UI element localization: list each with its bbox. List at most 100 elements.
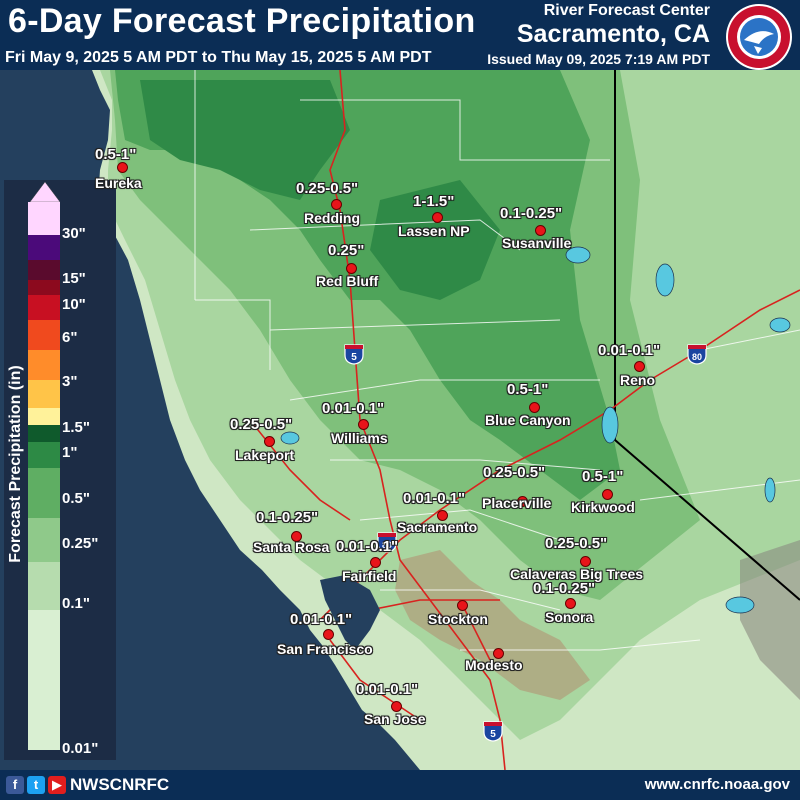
location-marker[interactable]: [264, 436, 275, 447]
shield-label: 80: [382, 540, 392, 550]
nws-logo-icon[interactable]: [724, 2, 794, 72]
legend-color-swatch: [28, 295, 60, 320]
amount-label: 0.25-0.5": [230, 416, 293, 433]
legend-tick: 0.25": [62, 535, 99, 552]
location-marker[interactable]: [634, 361, 645, 372]
city-label: Placerville: [482, 495, 552, 511]
legend-tick: 15": [62, 270, 86, 287]
interstate-shield-i5-north: 5: [344, 344, 364, 365]
city-label: Eureka: [95, 175, 142, 191]
sf-bay: [320, 575, 380, 650]
precip-zone-1: [140, 80, 350, 200]
shield-label: 5: [490, 729, 496, 740]
legend-tick: 0.01": [62, 740, 99, 757]
location-marker[interactable]: [535, 225, 546, 236]
county-lines: [194, 70, 800, 651]
location-marker[interactable]: [117, 162, 128, 173]
precipitation-map: [0, 70, 800, 770]
legend-color-swatch: [28, 562, 60, 610]
city-label: Santa Rosa: [253, 539, 330, 555]
location-marker[interactable]: [291, 531, 302, 542]
location-marker[interactable]: [391, 701, 402, 712]
location-marker[interactable]: [493, 648, 504, 659]
city-label: Williams: [331, 430, 388, 446]
youtube-icon[interactable]: ▶: [48, 776, 66, 794]
city-label: Sacramento: [397, 519, 478, 535]
interstate-shield-i5-south: 5: [483, 721, 503, 742]
shield-label: 80: [692, 352, 702, 362]
facebook-icon[interactable]: f: [6, 776, 24, 794]
city-label: San Jose: [364, 711, 426, 727]
legend-color-swatch: [28, 518, 60, 562]
city-label: Calaveras Big Trees: [510, 566, 644, 582]
city-label: Fairfield: [342, 568, 397, 584]
location-marker[interactable]: [580, 556, 591, 567]
legend-tick: 1.5": [62, 419, 90, 436]
legend-tick: 10": [62, 296, 86, 313]
twitter-icon[interactable]: t: [27, 776, 45, 794]
city-label: Susanville: [502, 235, 572, 251]
amount-label: 0.01-0.1": [290, 611, 353, 628]
city-label: Kirkwood: [571, 499, 635, 515]
legend-tick: 6": [62, 329, 78, 346]
location-marker[interactable]: [331, 199, 342, 210]
legend-color-swatch: [28, 280, 60, 295]
city-label: Sonora: [545, 609, 594, 625]
amount-label: 0.01-0.1": [356, 681, 419, 698]
legend-color-swatch: [28, 260, 60, 280]
location-marker[interactable]: [370, 557, 381, 568]
amount-label: 0.01-0.1": [336, 538, 399, 555]
amount-label: 0.1-0.25": [533, 580, 596, 597]
central-valley-terrain: [395, 550, 590, 700]
city-label: San Francisco: [277, 641, 373, 657]
location-marker[interactable]: [457, 600, 468, 611]
location-marker[interactable]: [517, 496, 528, 507]
forecast-period: Fri May 9, 2025 5 AM PDT to Thu May 15, …: [5, 49, 432, 66]
city-label: Lassen NP: [398, 223, 470, 239]
amount-label: 1-1.5": [413, 193, 455, 210]
location-marker[interactable]: [437, 510, 448, 521]
lakes: [280, 246, 791, 614]
location-marker[interactable]: [529, 402, 540, 413]
legend-color-swatch: [28, 610, 60, 750]
location-marker[interactable]: [346, 263, 357, 274]
amount-label: 0.01-0.1": [403, 490, 466, 507]
legend-tick: 0.1": [62, 595, 90, 612]
legend: Forecast Precipitation (in) 30" 15" 10" …: [4, 180, 116, 760]
location-marker[interactable]: [358, 419, 369, 430]
legend-color-swatch: [28, 380, 60, 408]
amount-label: 0.01-0.1": [322, 400, 385, 417]
footer-bar: f t ▶ NWSCNRFC www.cnrfc.noaa.gov: [0, 770, 800, 800]
legend-color-swatch: [28, 202, 60, 235]
city-label: Stockton: [428, 611, 488, 627]
shield-label: 5: [351, 352, 357, 363]
legend-color-swatch: [28, 235, 60, 260]
header-bar: 6-Day Forecast Precipitation Fri May 9, …: [0, 0, 800, 70]
social-handle[interactable]: NWSCNRFC: [70, 775, 170, 794]
location-marker[interactable]: [565, 598, 576, 609]
legend-tick: 3": [62, 373, 78, 390]
precip-zone-1-lassen: [370, 180, 500, 300]
location-marker[interactable]: [432, 212, 443, 223]
amount-label: 0.5-1": [582, 468, 624, 485]
legend-tick: 30": [62, 225, 86, 242]
city-label: Reno: [620, 372, 655, 388]
amount-label: 0.25-0.5": [483, 464, 546, 481]
legend-color-swatch: [28, 425, 60, 442]
location-marker[interactable]: [323, 629, 334, 640]
interstate-shield-i80-fairfield: 80: [377, 532, 397, 553]
nevada-terrain: [740, 540, 800, 700]
legend-color-swatch: [28, 320, 60, 350]
city-label: Modesto: [465, 657, 523, 673]
amount-label: 0.25": [328, 242, 365, 259]
city-label: Blue Canyon: [485, 412, 571, 428]
map-title: 6-Day Forecast Precipitation: [8, 2, 476, 40]
amount-label: 0.1-0.25": [500, 205, 563, 222]
location-marker[interactable]: [602, 489, 613, 500]
website-link[interactable]: www.cnrfc.noaa.gov: [644, 776, 790, 793]
city-label: Red Bluff: [316, 273, 379, 289]
amount-label: 0.25-0.5": [296, 180, 359, 197]
legend-color-swatch: [28, 408, 60, 425]
interstate-shield-i80-reno: 80: [687, 344, 707, 365]
amount-label: 0.01-0.1": [598, 342, 661, 359]
